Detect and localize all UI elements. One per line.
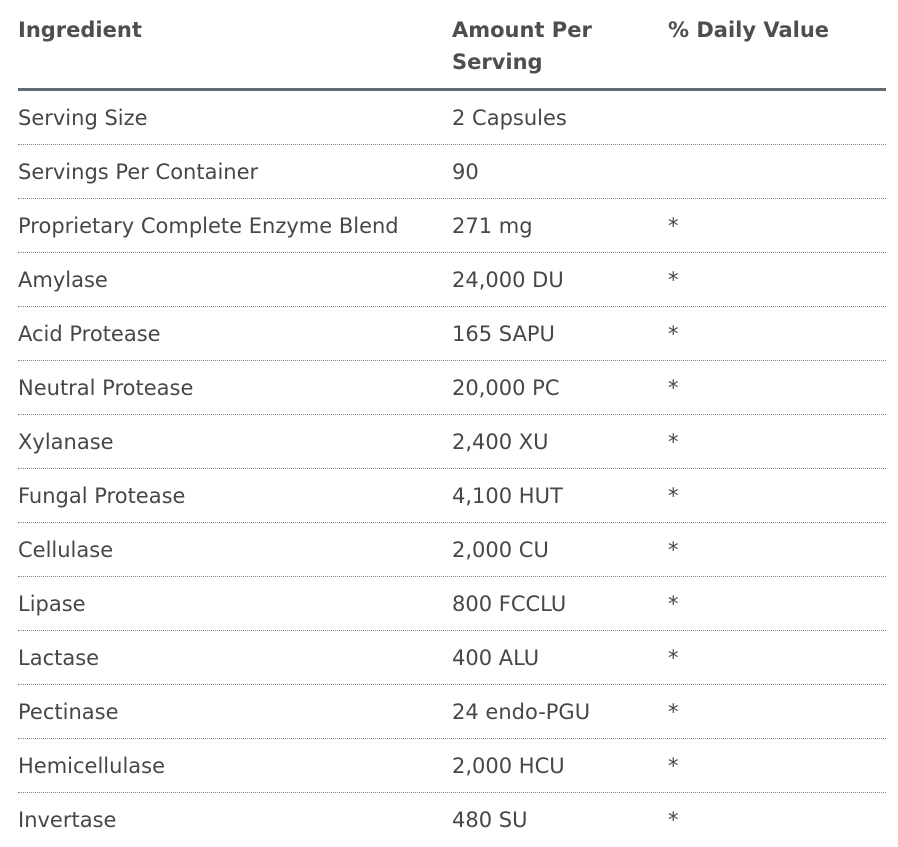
table-cell: Lactase (18, 645, 100, 670)
table-cell: Serving Size (18, 105, 148, 130)
header-cell: % Daily Value (668, 18, 830, 42)
table-cell: * (668, 808, 679, 832)
table-cell: Lipase (18, 591, 86, 616)
table-cell: 2 Capsules (452, 105, 567, 130)
table-cell: * (668, 321, 679, 346)
table-cell: Amylase (18, 267, 108, 292)
table-cell: Servings Per Container (18, 159, 259, 184)
header-cell: Amount Per Serving (452, 18, 592, 74)
table-cell: Hemicellulase (18, 753, 166, 778)
table-row: Lipase 800 FCCLU * (18, 577, 886, 631)
header-row: Ingredient Amount Per Serving % Daily Va… (18, 0, 886, 91)
table-row: Hemicellulase 2,000 HCU * (18, 739, 886, 793)
table-cell: * (668, 267, 679, 292)
table-row: Pectinase 24 endo-PGU * (18, 685, 886, 739)
table-cell: Proprietary Complete Enzyme Blend (18, 213, 399, 238)
table-cell: * (668, 375, 679, 400)
table-row: Amylase 24,000 DU * (18, 253, 886, 307)
table-cell: * (668, 645, 679, 670)
table-cell: 2,000 HCU (452, 753, 565, 778)
table-row: Acid Protease 165 SAPU * (18, 307, 886, 361)
table-cell: * (668, 753, 679, 778)
table-row: Invertase 480 SU * (18, 793, 886, 847)
table-row: Cellulase 2,000 CU * (18, 523, 886, 577)
table-cell: 400 ALU (452, 645, 540, 670)
table-row: Proprietary Complete Enzyme Blend 271 mg * (18, 199, 886, 253)
table-cell: 20,000 PC (452, 375, 560, 400)
table-cell: 90 (452, 159, 479, 184)
table-row: Fungal Protease 4,100 HUT * (18, 469, 886, 523)
table-cell: Pectinase (18, 699, 119, 724)
table-cell: 2,000 CU (452, 537, 549, 562)
table-row: Neutral Protease 20,000 PC * (18, 361, 886, 415)
table-row: Serving Size 2 Capsules (18, 91, 886, 145)
table-cell: * (668, 483, 679, 508)
table-cell: 24,000 DU (452, 267, 564, 292)
table-cell: * (668, 591, 679, 616)
table-cell: Acid Protease (18, 321, 161, 346)
table-cell: 165 SAPU (452, 321, 555, 346)
table-row: Xylanase 2,400 XU * (18, 415, 886, 469)
table-cell: 271 mg (452, 213, 533, 238)
table-cell: * (668, 537, 679, 562)
table-cell: 24 endo-PGU (452, 699, 591, 724)
table-cell: Cellulase (18, 537, 114, 562)
table-cell: 4,100 HUT (452, 483, 563, 508)
table-row: Lactase 400 ALU * (18, 631, 886, 685)
table-cell: 800 FCCLU (452, 591, 567, 616)
table-cell: Invertase (18, 808, 117, 832)
table-cell: Fungal Protease (18, 483, 186, 508)
table-cell: 2,400 XU (452, 429, 549, 454)
header-cell: Ingredient (18, 18, 142, 42)
table: Ingredient Amount Per Serving % Daily Va… (18, 0, 886, 847)
table-cell: 480 SU (452, 808, 528, 832)
table-cell: * (668, 213, 679, 238)
table-cell: * (668, 429, 679, 454)
table-row: Servings Per Container 90 (18, 145, 886, 199)
table-cell: Neutral Protease (18, 375, 194, 400)
table-cell: * (668, 699, 679, 724)
table-cell: Xylanase (18, 429, 114, 454)
